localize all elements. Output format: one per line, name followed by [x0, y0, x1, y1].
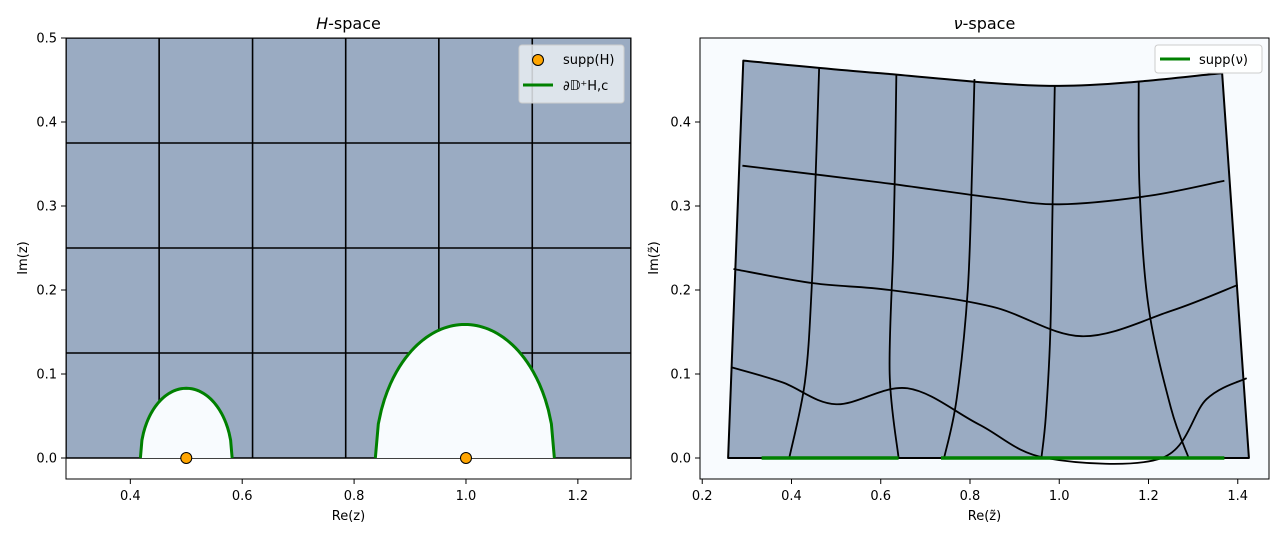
h-space-x-ticks: 0.4 0.6 0.8 1.0 1.2 — [120, 479, 588, 504]
h-space-title: H-space — [316, 14, 381, 33]
h-space-xtick-label: 1.0 — [456, 489, 477, 504]
legend-label-supp-h: supp(H) — [563, 53, 614, 68]
nu-space-x-ticks: 0.2 0.4 0.6 0.8 1.0 1.2 1.4 — [692, 479, 1248, 504]
nu-space-xtick-label: 0.6 — [870, 489, 891, 504]
h-space-hole-1 — [375, 324, 555, 458]
nu-space-xtick-label: 0.4 — [781, 489, 802, 504]
nu-space-panel: 0.2 0.4 0.6 0.8 1.0 1.2 1.4 0.0 0.1 0.2 0.3 0.4 ν-… — [647, 14, 1270, 524]
h-space-support-point-0 — [180, 452, 193, 464]
nu-space-ytick-label: 0.2 — [670, 284, 691, 299]
h-space-ytick-label: 0.1 — [36, 368, 57, 383]
nu-space-xtick-label: 0.2 — [692, 489, 713, 504]
nu-space-y-ticks: 0.0 0.1 0.2 0.3 0.4 — [670, 116, 700, 467]
h-space-hole-0 — [140, 388, 233, 458]
nu-space-xtick-label: 1.0 — [1049, 489, 1070, 504]
h-space-legend-box — [518, 44, 625, 104]
h-space-plot-area — [66, 38, 631, 464]
nu-space-xlabel: Re(z̃) — [968, 509, 1001, 524]
nu-space-grid-curve-v0 — [788, 67, 821, 459]
nu-space-grid-curve-h2 — [730, 366, 1248, 465]
nu-space-legend-box — [1154, 44, 1263, 74]
h-space-ylabel: Im(z) — [16, 241, 31, 274]
nu-space-ylabel: Im(z̃) — [647, 241, 662, 274]
h-space-y-ticks: 0.0 0.1 0.2 0.3 0.4 0.5 — [36, 32, 66, 467]
h-space-xlabel: Re(z) — [332, 509, 365, 524]
h-space-xtick-label: 0.6 — [232, 489, 253, 504]
h-space-xtick-label: 1.2 — [568, 489, 589, 504]
nu-space-ytick-label: 0.4 — [670, 116, 691, 131]
h-space-xtick-label: 0.4 — [120, 489, 141, 504]
legend-label-supp-nu: supp(ν) — [1199, 53, 1248, 68]
nu-space-xtick-label: 1.4 — [1227, 489, 1248, 504]
nu-space-title: ν-space — [954, 14, 1016, 33]
h-space-support-point-1 — [459, 452, 472, 464]
nu-space-ytick-label: 0.0 — [670, 452, 691, 467]
nu-space-ytick-label: 0.1 — [670, 368, 691, 383]
nu-space-xtick-label: 1.2 — [1138, 489, 1159, 504]
nu-space-ytick-label: 0.3 — [670, 200, 691, 215]
h-space-boundary-curve-0 — [138, 386, 234, 459]
nu-space-grid-curve-v4 — [1137, 81, 1190, 459]
nu-space-grid-curve-v3 — [1040, 85, 1056, 459]
nu-space-plot-area — [727, 59, 1250, 465]
h-space-ytick-label: 0.0 — [36, 452, 57, 467]
h-space-xtick-label: 0.8 — [344, 489, 365, 504]
h-space-ytick-label: 0.3 — [36, 200, 57, 215]
h-space-ytick-label: 0.2 — [36, 284, 57, 299]
nu-space-legend: supp(ν) — [1154, 44, 1263, 74]
nu-space-grid-curve-v1 — [888, 74, 900, 459]
nu-space-xtick-label: 0.8 — [960, 489, 981, 504]
h-space-ytick-label: 0.5 — [36, 32, 57, 47]
h-space-ytick-label: 0.4 — [36, 116, 57, 131]
legend-label-boundary: ∂𝔻⁺H,c — [563, 79, 608, 94]
nu-space-grid-curve-h0 — [742, 164, 1225, 206]
legend-support-marker-icon — [532, 54, 544, 66]
h-space-legend: supp(H) ∂𝔻⁺H,c — [518, 44, 625, 104]
h-space-boundary-curve-1 — [373, 322, 556, 459]
nu-space-image-region — [727, 59, 1250, 459]
h-space-axes-frame — [65, 37, 632, 480]
nu-space-axes-frame — [699, 37, 1270, 480]
nu-space-grid-curve-h1 — [733, 268, 1239, 338]
nu-space-grid-curve-v2 — [943, 79, 976, 459]
h-space-panel: 0.4 0.6 0.8 1.0 1.2 0.0 0.1 0.2 0.3 0.4 0.5 H-spa… — [16, 14, 632, 524]
